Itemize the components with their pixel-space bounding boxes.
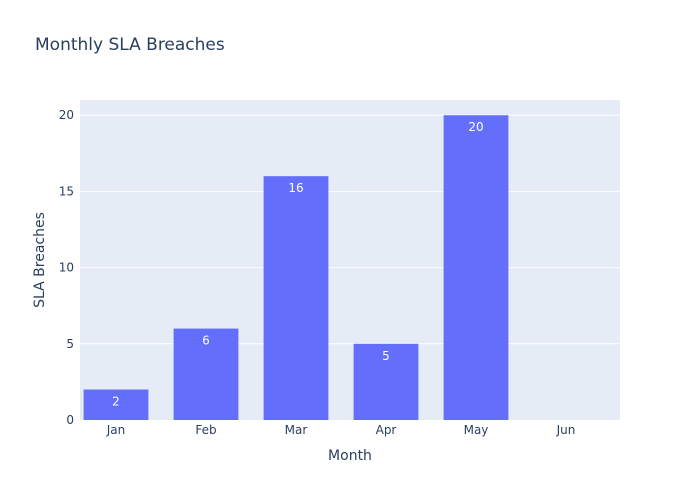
y-tick-label: 5	[66, 337, 74, 351]
chart-title: Monthly SLA Breaches	[35, 35, 225, 55]
bar-feb	[173, 328, 239, 420]
plot-area	[80, 100, 620, 420]
bar-apr	[353, 343, 419, 420]
y-tick-label: 15	[59, 184, 74, 198]
bar-value-label: 5	[382, 349, 390, 363]
x-tick-label: Feb	[195, 423, 216, 437]
x-tick-label: Jun	[556, 423, 576, 437]
y-tick-label: 10	[59, 261, 74, 275]
bar-jan	[83, 389, 149, 420]
y-axis-ticks: 0 5 10 15 20	[59, 108, 74, 427]
y-tick-label: 0	[66, 413, 74, 427]
y-axis-title: SLA Breaches	[32, 212, 48, 308]
bar-may	[443, 115, 509, 420]
x-tick-label: Jan	[106, 423, 126, 437]
x-tick-label: Apr	[376, 423, 397, 437]
bar-value-label: 16	[288, 181, 303, 195]
y-tick-label: 20	[59, 108, 74, 122]
value-labels: 2 6 16 5 20	[112, 120, 483, 408]
bar-value-label: 2	[112, 395, 120, 409]
x-tick-label: May	[464, 423, 489, 437]
x-axis-title: Month	[328, 448, 372, 464]
x-tick-label: Mar	[285, 423, 308, 437]
bars	[83, 115, 509, 420]
bar-mar	[263, 176, 329, 420]
x-axis-ticks: Jan Feb Mar Apr May Jun	[106, 423, 576, 437]
gridlines	[80, 114, 620, 345]
bar-value-label: 20	[468, 120, 483, 134]
bar-value-label: 6	[202, 334, 210, 348]
